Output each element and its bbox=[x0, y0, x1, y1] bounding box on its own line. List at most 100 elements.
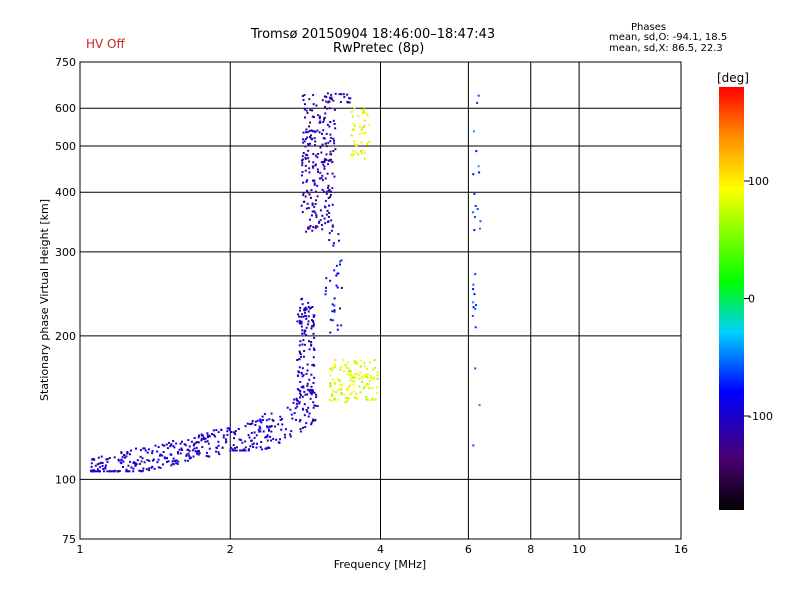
data-point bbox=[322, 120, 325, 123]
data-point bbox=[111, 470, 114, 473]
data-point bbox=[313, 391, 316, 394]
data-point bbox=[306, 202, 309, 205]
data-point bbox=[156, 450, 159, 453]
data-point bbox=[303, 307, 306, 310]
data-point bbox=[340, 324, 343, 327]
data-point bbox=[312, 406, 315, 409]
data-point bbox=[348, 97, 351, 100]
data-point bbox=[304, 426, 307, 428]
data-point bbox=[314, 140, 317, 143]
data-point bbox=[304, 393, 307, 396]
data-point bbox=[334, 363, 337, 366]
data-point bbox=[472, 173, 475, 176]
data-point bbox=[335, 274, 338, 277]
data-point bbox=[268, 425, 271, 428]
data-point bbox=[311, 130, 314, 133]
data-point bbox=[310, 214, 313, 217]
data-point bbox=[298, 366, 301, 369]
y-tick-label: 500 bbox=[55, 140, 76, 153]
data-point bbox=[322, 129, 325, 132]
data-point bbox=[323, 217, 326, 220]
colorbar-tick-label: -100 bbox=[748, 410, 773, 423]
data-point bbox=[362, 125, 365, 128]
data-point bbox=[325, 132, 328, 135]
data-point bbox=[201, 446, 204, 449]
data-point bbox=[355, 373, 358, 376]
data-point bbox=[329, 193, 332, 196]
data-point bbox=[312, 166, 315, 169]
data-point bbox=[298, 322, 301, 325]
data-point bbox=[196, 441, 199, 443]
data-point bbox=[263, 413, 266, 415]
data-point bbox=[301, 343, 304, 346]
data-point bbox=[299, 353, 302, 356]
data-point bbox=[264, 447, 267, 450]
data-point bbox=[300, 204, 303, 207]
data-point bbox=[258, 425, 261, 428]
data-point bbox=[319, 120, 322, 123]
data-point bbox=[356, 361, 359, 364]
data-point bbox=[329, 384, 332, 387]
data-point bbox=[347, 367, 350, 370]
data-point bbox=[327, 216, 330, 218]
data-point bbox=[363, 386, 366, 388]
data-point bbox=[230, 446, 233, 449]
data-point bbox=[331, 224, 334, 227]
data-point bbox=[346, 373, 349, 376]
data-point bbox=[309, 391, 312, 394]
data-point bbox=[333, 175, 336, 178]
data-point bbox=[300, 325, 303, 328]
data-point bbox=[270, 439, 273, 442]
data-point bbox=[311, 109, 314, 112]
data-point bbox=[294, 407, 297, 410]
data-point bbox=[361, 108, 364, 111]
colorbar bbox=[719, 87, 744, 510]
data-point bbox=[226, 433, 229, 436]
data-point bbox=[302, 138, 305, 141]
data-point bbox=[330, 369, 333, 371]
data-point bbox=[306, 388, 309, 391]
data-point bbox=[320, 151, 323, 154]
data-point bbox=[254, 420, 257, 423]
data-point bbox=[311, 420, 314, 422]
data-point bbox=[310, 137, 313, 140]
data-point bbox=[300, 394, 302, 397]
data-point bbox=[96, 470, 99, 473]
data-point bbox=[321, 179, 324, 182]
data-point bbox=[147, 448, 150, 451]
data-point bbox=[298, 319, 301, 322]
data-point bbox=[334, 92, 337, 95]
x-tick-label: 8 bbox=[527, 543, 534, 556]
data-point bbox=[100, 461, 102, 464]
data-point bbox=[335, 284, 338, 287]
data-point bbox=[305, 128, 308, 131]
data-point bbox=[301, 407, 304, 410]
data-point bbox=[299, 428, 302, 430]
data-point bbox=[302, 194, 305, 197]
data-point bbox=[304, 311, 306, 314]
data-point bbox=[168, 441, 170, 444]
data-point bbox=[304, 156, 307, 159]
data-point bbox=[301, 95, 304, 98]
data-point bbox=[312, 226, 315, 228]
data-point bbox=[272, 419, 275, 422]
data-point bbox=[333, 123, 336, 125]
data-point bbox=[308, 412, 311, 415]
data-point bbox=[177, 451, 179, 454]
data-point bbox=[157, 466, 160, 469]
data-point bbox=[329, 374, 332, 377]
data-point bbox=[336, 328, 339, 331]
data-point bbox=[200, 437, 203, 440]
data-point bbox=[293, 398, 296, 401]
data-point bbox=[146, 451, 149, 454]
data-point bbox=[328, 125, 331, 128]
data-point bbox=[162, 451, 165, 453]
data-point bbox=[311, 202, 314, 205]
data-point bbox=[312, 332, 315, 335]
data-point bbox=[364, 375, 367, 378]
colorbar-tick-label: 0 bbox=[748, 293, 755, 306]
x-tick-label: 10 bbox=[572, 543, 586, 556]
data-point bbox=[313, 179, 316, 182]
data-point bbox=[235, 449, 238, 452]
data-point bbox=[104, 467, 107, 470]
